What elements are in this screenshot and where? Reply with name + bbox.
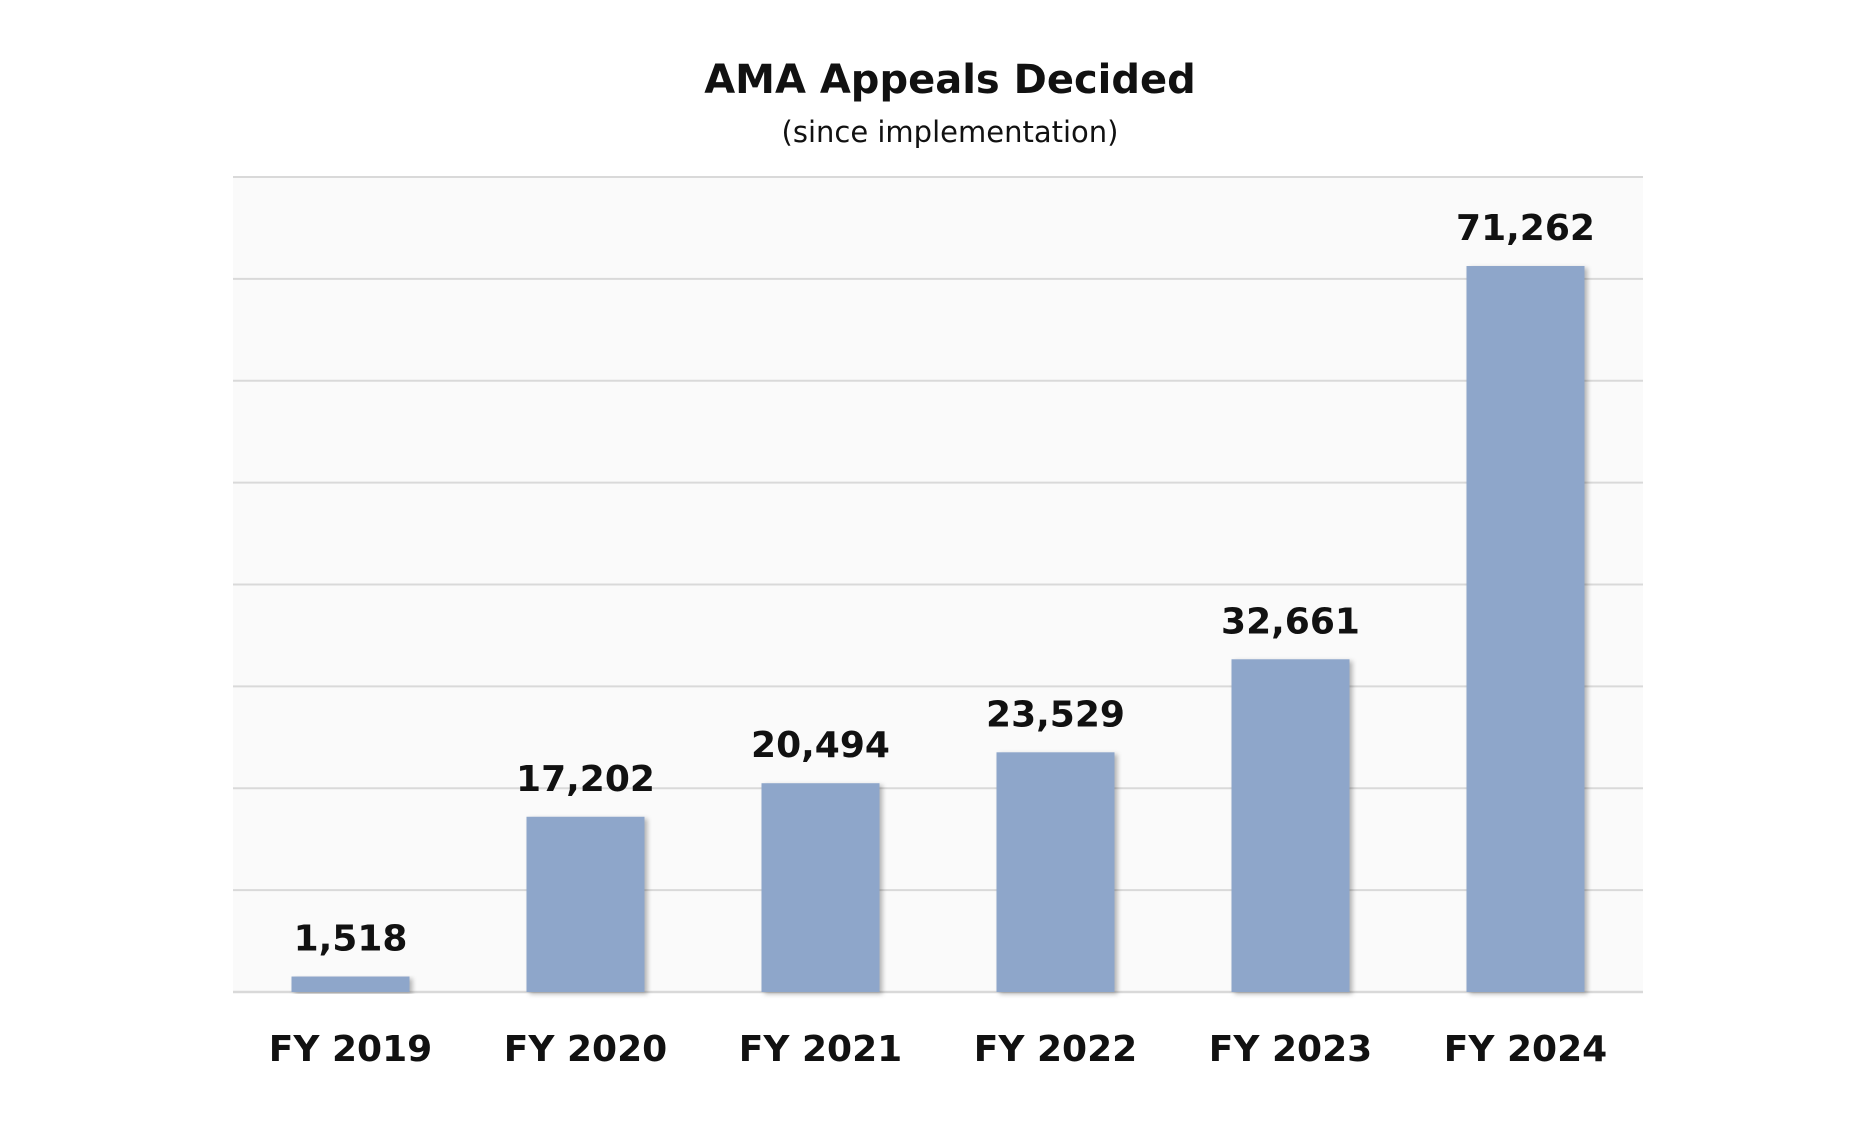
value-label: 17,202 [516,759,655,800]
value-label: 32,661 [1221,601,1360,642]
value-label: 71,262 [1456,208,1595,249]
value-labels: 1,518 17,202 20,494 23,529 32,661 71,262 [294,208,1595,960]
x-tick-label: FY 2021 [739,1029,902,1070]
chart-title: AMA Appeals Decided [704,57,1196,103]
bar-fy-2022 [996,752,1115,992]
x-tick-label: FY 2023 [1209,1029,1372,1070]
value-label: 1,518 [294,919,408,960]
value-label: 23,529 [986,694,1125,735]
value-label: 20,494 [751,725,890,766]
x-axis-ticks: FY 2019 FY 2020 FY 2021 FY 2022 FY 2023 FY 20… [269,1029,1607,1070]
bar-fy-2020 [526,816,645,992]
bar-fy-2021 [761,783,880,992]
x-tick-label: FY 2024 [1444,1029,1607,1070]
x-tick-label: FY 2019 [269,1029,432,1070]
bars [291,266,1585,992]
x-tick-label: FY 2022 [974,1029,1137,1070]
bar-fy-2019 [291,976,410,992]
bar-fy-2023 [1231,659,1350,992]
x-tick-label: FY 2020 [504,1029,667,1070]
chart-subtitle: (since implementation) [782,115,1119,149]
gridlines [233,176,1643,994]
bar-fy-2024 [1466,266,1585,992]
